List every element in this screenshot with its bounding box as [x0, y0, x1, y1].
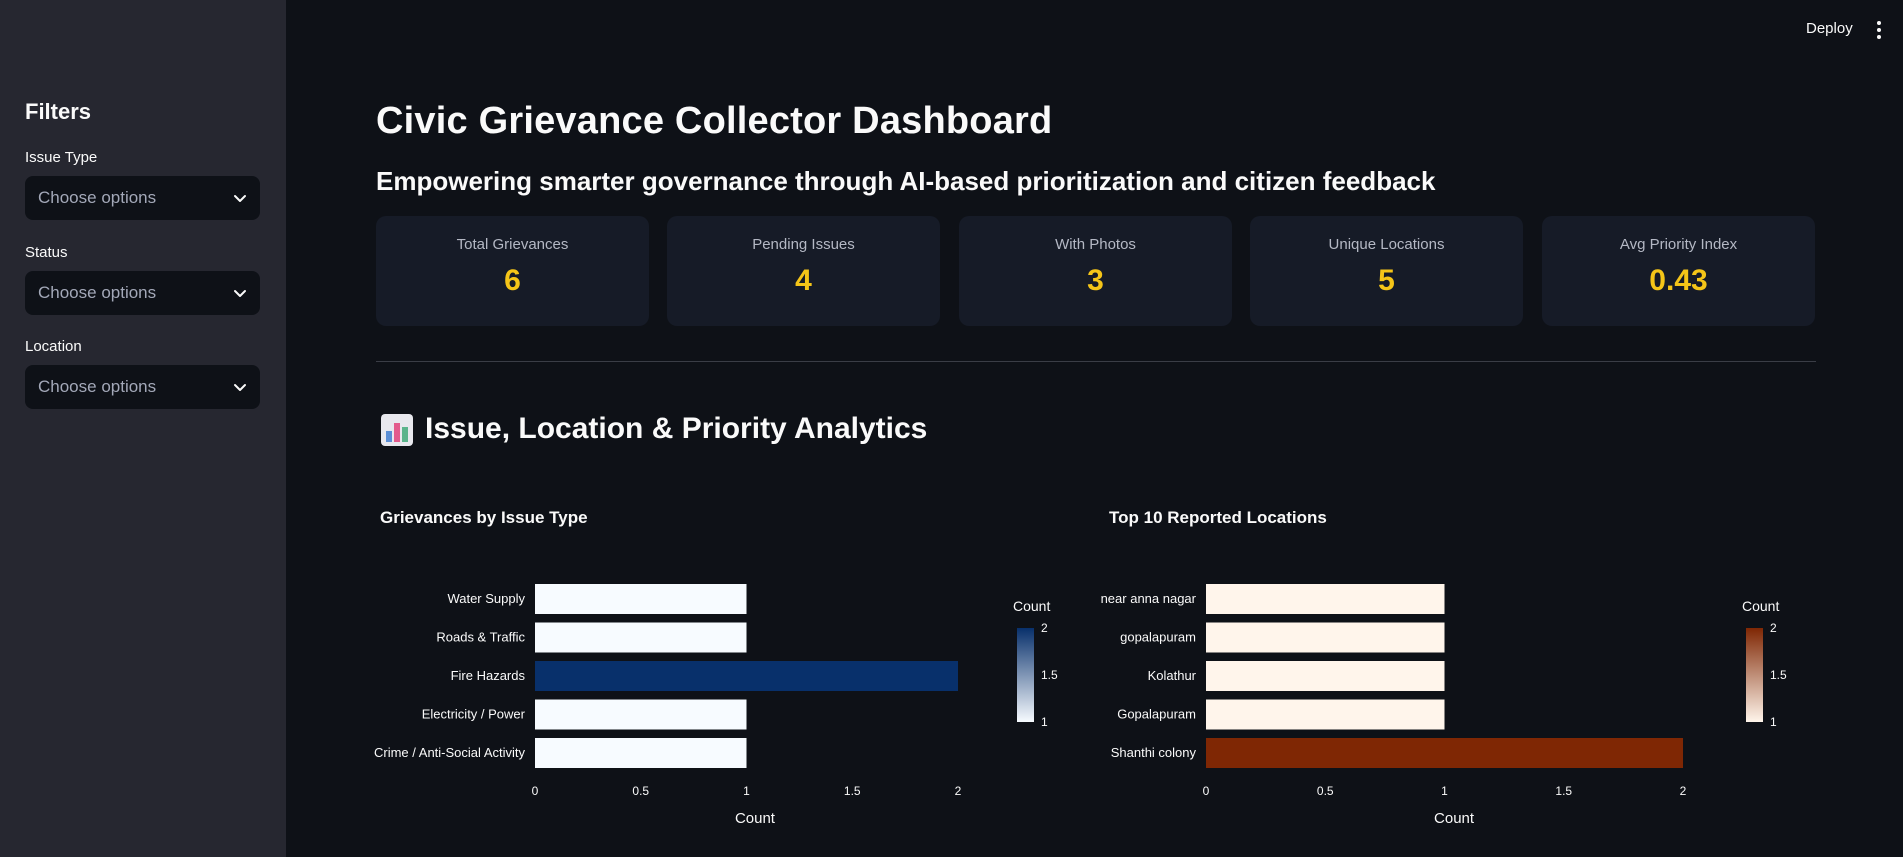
y-tick-label: gopalapuram — [1120, 630, 1196, 645]
chevron-down-icon — [234, 195, 246, 202]
x-tick-label: 0 — [532, 784, 539, 798]
metric-card-pending-issues: Pending Issues 4 — [667, 216, 940, 326]
colorbar-tick-label: 2 — [1041, 621, 1048, 635]
page-subtitle: Empowering smarter governance through AI… — [376, 166, 1436, 196]
metric-value: 6 — [504, 264, 521, 297]
y-tick-label: Gopalapuram — [1117, 707, 1196, 722]
kebab-menu-icon[interactable] — [1872, 18, 1886, 42]
chart-bar — [1206, 584, 1445, 614]
y-tick-label: Crime / Anti-Social Activity — [374, 745, 525, 760]
chart-bar — [535, 661, 958, 691]
chart-bar — [1206, 699, 1445, 730]
status-label: Status — [25, 244, 68, 261]
y-tick-label: Water Supply — [447, 591, 525, 606]
colorbar-title: Count — [1742, 598, 1779, 614]
metric-label: Avg Priority Index — [1619, 236, 1738, 253]
chart-title-issue-type: Grievances by Issue Type — [380, 508, 588, 527]
y-tick-label: Fire Hazards — [451, 668, 526, 683]
y-tick-label: near anna nagar — [1101, 591, 1197, 606]
metric-card-with-photos: With Photos 3 — [959, 216, 1232, 326]
x-tick-label: 0.5 — [632, 784, 649, 798]
y-tick-label: Electricity / Power — [422, 707, 526, 722]
x-tick-label: 1.5 — [1555, 784, 1572, 798]
colorbar-title: Count — [1013, 598, 1050, 614]
chart-bar — [535, 738, 747, 768]
chart-bar — [535, 699, 747, 730]
x-axis-label: Count — [1434, 810, 1475, 827]
x-tick-label: 1 — [1441, 784, 1448, 798]
metric-label: With Photos — [1055, 236, 1136, 253]
y-tick-label: Shanthi colony — [1111, 745, 1197, 760]
metric-value: 0.43 — [1649, 264, 1708, 297]
colorbar — [1017, 628, 1034, 722]
bar-chart-icon — [381, 414, 413, 446]
x-tick-label: 2 — [955, 784, 962, 798]
chevron-down-icon — [234, 290, 246, 297]
status-select[interactable]: Choose options — [25, 271, 260, 315]
chart-bar — [1206, 738, 1683, 768]
metric-value: 4 — [795, 264, 812, 297]
y-tick-label: Kolathur — [1148, 668, 1197, 683]
metric-label: Total Grievances — [456, 236, 569, 253]
x-tick-label: 0.5 — [1317, 784, 1334, 798]
location-placeholder: Choose options — [38, 377, 157, 396]
metric-label: Unique Locations — [1328, 236, 1445, 253]
issue-type-label: Issue Type — [25, 149, 98, 166]
deploy-button[interactable]: Deploy — [1806, 20, 1853, 37]
metric-label: Pending Issues — [752, 236, 855, 253]
status-placeholder: Choose options — [38, 283, 157, 302]
location-select[interactable]: Choose options — [25, 365, 260, 409]
metric-card-unique-locations: Unique Locations 5 — [1250, 216, 1523, 326]
chart-bar — [1206, 661, 1445, 691]
chart-bar — [535, 584, 747, 614]
x-tick-label: 1.5 — [844, 784, 861, 798]
metric-value: 5 — [1378, 264, 1395, 297]
colorbar-tick-label: 1 — [1770, 715, 1777, 729]
issue-type-select[interactable]: Choose options — [25, 176, 260, 220]
chart-bar — [535, 622, 747, 653]
colorbar-tick-label: 1.5 — [1041, 668, 1058, 682]
issue-type-chart: Water Supply Roads & Traffic Fire Hazards E… — [374, 584, 1058, 827]
colorbar-tick-label: 1 — [1041, 715, 1048, 729]
metric-card-avg-priority-index: Avg Priority Index 0.43 — [1542, 216, 1815, 326]
sidebar: Filters Issue Type Choose options Status… — [0, 0, 286, 857]
locations-chart: near anna nagar gopalapuram Kolathur Gopala… — [1101, 584, 1787, 827]
chevron-down-icon — [234, 384, 246, 391]
x-tick-label: 1 — [743, 784, 750, 798]
colorbar-tick-label: 1.5 — [1770, 668, 1787, 682]
section-title: Issue, Location & Priority Analytics — [425, 412, 928, 445]
page-title: Civic Grievance Collector Dashboard — [376, 100, 1053, 142]
x-axis-label: Count — [735, 810, 776, 827]
metric-card-total-grievances: Total Grievances 6 — [376, 216, 649, 326]
metric-value: 3 — [1087, 264, 1104, 297]
sidebar-title: Filters — [25, 99, 92, 124]
colorbar — [1746, 628, 1763, 722]
chart-bar — [1206, 622, 1445, 653]
location-label: Location — [25, 338, 82, 355]
x-tick-label: 2 — [1680, 784, 1687, 798]
colorbar-tick-label: 2 — [1770, 621, 1777, 635]
x-tick-label: 0 — [1203, 784, 1210, 798]
chart-title-locations: Top 10 Reported Locations — [1109, 508, 1327, 527]
divider — [376, 361, 1816, 362]
y-tick-label: Roads & Traffic — [436, 630, 525, 645]
issue-type-placeholder: Choose options — [38, 188, 157, 207]
